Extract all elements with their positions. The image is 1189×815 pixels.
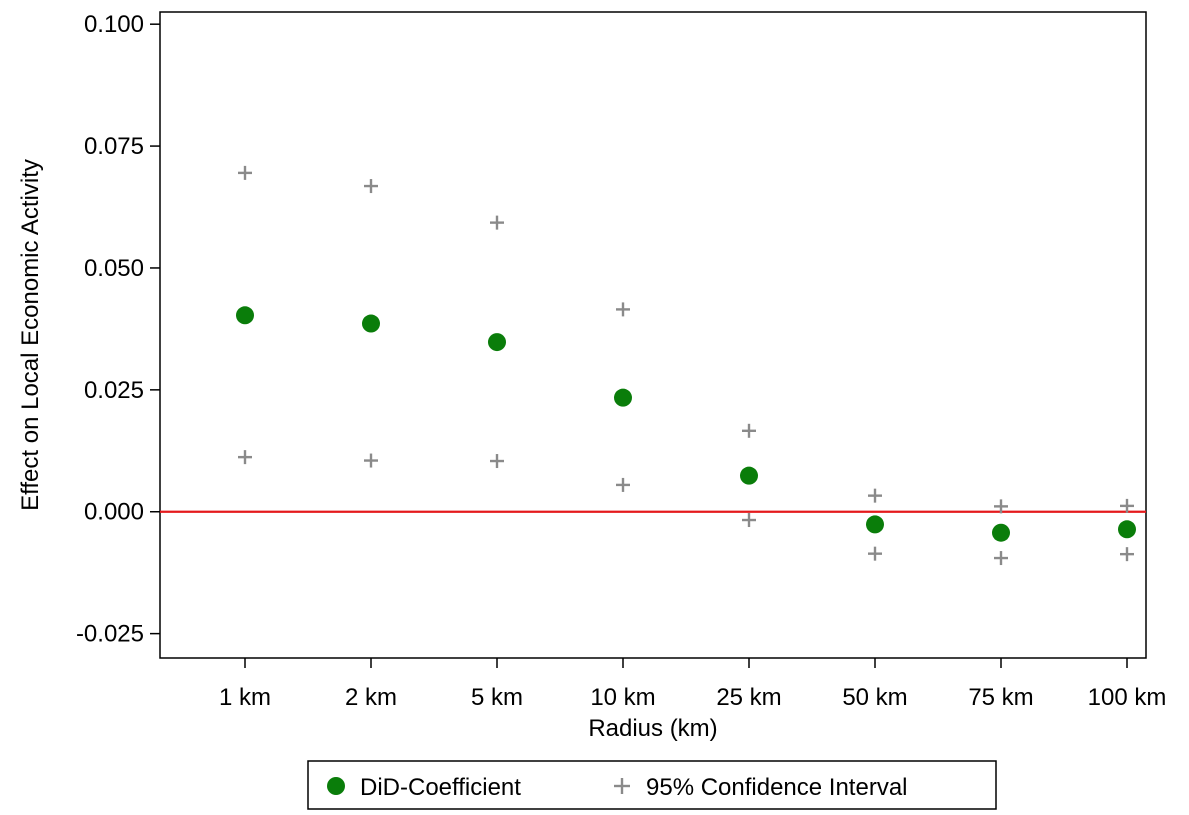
ci-upper-marker [490,215,504,230]
ci-upper-marker [742,423,756,438]
x-tick-label: 50 km [842,684,907,711]
legend-plus-glyph [614,778,630,794]
x-tick-label: 1 km [219,684,271,711]
y-axis-title: Effect on Local Economic Activity [17,159,44,511]
legend-label-did: DiD-Coefficient [360,774,521,801]
y-tick-label: 0.025 [84,377,144,404]
y-tick-label: 0.100 [84,11,144,38]
ci-lower-marker [238,450,252,465]
legend: DiD-Coefficient 95% Confidence Interval [307,760,997,810]
x-tick-label: 10 km [590,684,655,711]
ci-upper-marker [364,179,378,194]
did-coefficient-point [1118,520,1136,539]
did-coefficient-point [488,333,506,352]
ci-lower-marker [364,453,378,468]
x-tick-label: 100 km [1088,684,1167,711]
y-tick-label: 0.075 [84,133,144,160]
ci-lower-marker [490,454,504,469]
ci-upper-marker [1120,498,1134,513]
ci-lower-marker [1120,547,1134,562]
legend-marker-did [327,777,345,795]
did-coefficient-point [866,515,884,534]
legend-label-ci: 95% Confidence Interval [646,774,908,801]
did-coefficient-point [992,523,1010,542]
y-tick-label: 0.000 [84,499,144,526]
did-coefficient-point [362,314,380,333]
y-tick-label: -0.025 [76,621,144,648]
ci-upper-marker [994,499,1008,514]
ci-lower-marker [994,551,1008,566]
ci-upper-marker [616,302,630,317]
did-coefficient-point [740,466,758,485]
ci-upper-marker [868,488,882,503]
legend-box [307,760,997,810]
plot-area [159,11,1147,659]
x-tick-label: 75 km [968,684,1033,711]
did-coefficient-point [614,388,632,407]
y-tick-label: 0.050 [84,255,144,282]
x-tick-label: 25 km [716,684,781,711]
ci-lower-marker [616,477,630,492]
x-tick-label: 2 km [345,684,397,711]
x-tick-label: 5 km [471,684,523,711]
did-coefficient-point [236,306,254,325]
legend-marker-ci [614,778,630,794]
x-axis-title: Radius (km) [588,715,717,742]
ci-lower-marker [868,546,882,561]
ci-upper-marker [238,165,252,180]
ci-lower-marker [742,513,756,528]
